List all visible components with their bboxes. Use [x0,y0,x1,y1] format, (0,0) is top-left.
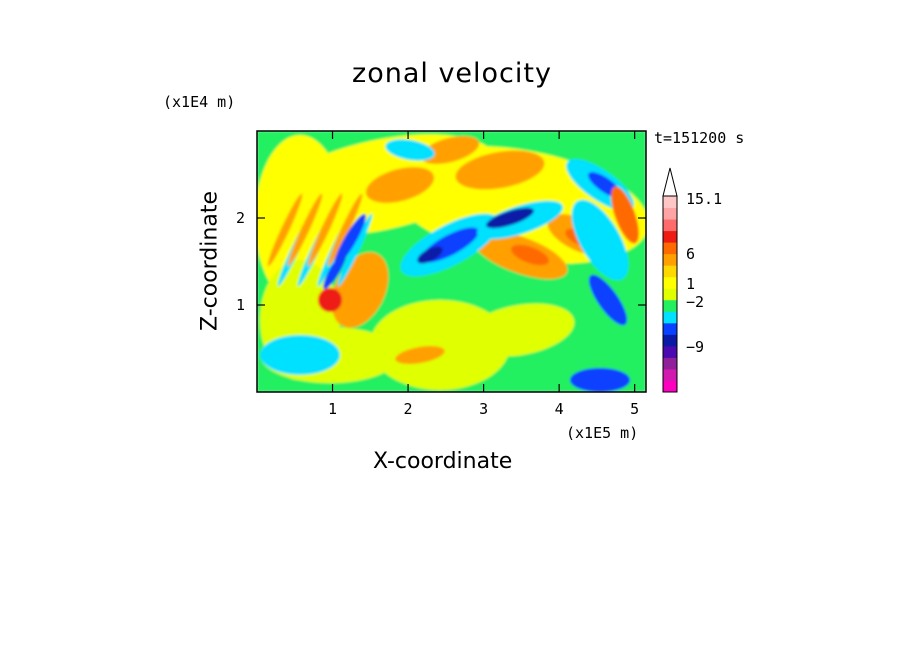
field-patch [571,199,629,281]
colorbar-swatch [663,253,677,266]
y-tick-label: 1 [236,296,245,314]
colorbar-tick-label: −2 [686,293,704,311]
field-patch [417,246,443,264]
field-patch [385,139,435,161]
colorbar-swatch [663,207,677,220]
colorbar-swatch [663,311,677,324]
colorbar-extend-arrow [662,167,678,197]
z-axis-unit: (x1E4 m) [163,93,236,111]
colorbar-tick-label: −9 [686,338,704,356]
colorbar-swatch [663,230,677,243]
field-patch [365,167,435,203]
x-axis-unit: (x1E5 m) [566,424,639,442]
field-patch [257,135,345,305]
plot-frame [256,130,647,393]
colorbar-swatch [663,242,677,255]
colorbar-swatch [663,265,677,278]
field-patch [511,244,549,266]
x-tick-label: 5 [630,400,639,418]
field-patch [465,303,575,357]
colorbar-swatch [663,380,677,393]
plot-axes: 1 2 3 4 5 1 2 [236,130,647,418]
x-axis-label: X-coordinate [373,449,513,474]
colorbar-swatch [663,334,677,347]
field-patch [318,288,342,312]
colorbar-tick-label: 15.1 [686,190,722,208]
colorbar-tick-label: 6 [686,245,695,263]
colorbar: 15.1 6 1−2 −9 [662,167,722,393]
colorbar-swatch [663,288,677,301]
colorbar-swatch [663,299,677,312]
field-patch [337,213,373,287]
time-label: t=151200 s [654,129,745,147]
velocity-field [257,131,646,392]
field-patch [267,193,303,267]
field-patch [395,346,445,364]
field-patch [486,207,534,229]
colorbar-swatch [663,196,677,209]
colorbar-swatch [663,276,677,289]
field-patch [588,274,628,326]
field-patch [327,193,363,267]
colorbar-swatch [663,357,677,370]
field-patch [260,335,340,375]
field-patch [323,250,347,290]
field-patch [287,193,323,267]
colorbar-frame [662,195,678,393]
field-patch [570,368,630,392]
field-patch [611,186,639,244]
colorbar-tick-label: 1 [686,275,695,293]
field-patch [455,150,545,190]
x-tick-label: 4 [555,400,564,418]
colorbar-swatch [663,368,677,381]
colorbar-swatch [663,322,677,335]
colorbar-swatch [663,345,677,358]
field-shapes [257,131,646,392]
y-tick-label: 2 [236,209,245,227]
field-patch [420,136,480,164]
x-tick-label: 2 [404,400,413,418]
x-tick-label: 1 [328,400,337,418]
x-tick-label: 3 [479,400,488,418]
chart-title: zonal velocity [352,58,552,89]
colorbar-swatch [663,219,677,232]
field-patch [307,193,343,267]
